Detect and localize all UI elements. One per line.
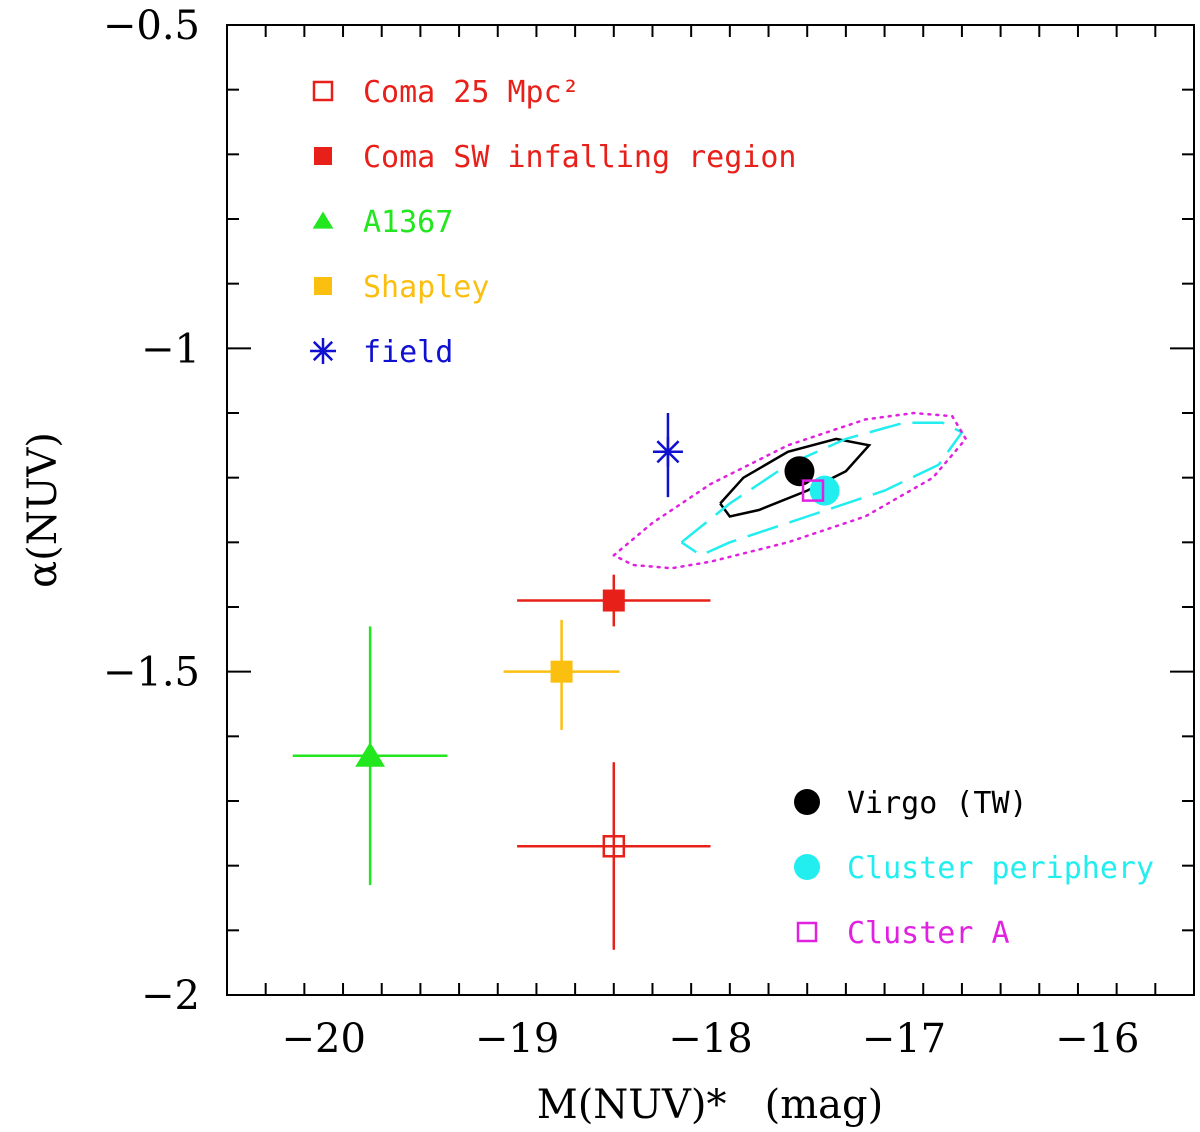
data-series [292,413,840,950]
x-tick-label: −17 [862,1016,946,1062]
legend-marker [794,854,820,880]
legend-marker [312,80,334,102]
legend-entry: Cluster A [796,916,1010,951]
contour-cluster-a [612,411,968,570]
legend-entry: Shapley [314,270,489,305]
y-tick-label: −1 [141,326,200,372]
data-point [355,742,386,767]
legend: Coma 25 Mpc² Coma SW infalling region A136… [310,75,1154,951]
data-point [550,660,573,683]
data-point [652,436,683,467]
y-tick-label: −2 [141,973,200,1019]
data-point [602,835,626,858]
axes: −20 −19 −18 −17 −16 −2 −1.5 −1 −0.5 [103,3,1195,1062]
x-axis-title: M(NUV)* (mag) [537,1082,884,1128]
x-tick-label: −20 [281,1016,365,1062]
legend-marker [796,921,818,943]
legend-entry: field [310,335,453,370]
legend-label: Coma SW infalling region [363,140,796,175]
confidence-contours [612,411,968,570]
legend-label: Cluster A [847,916,1010,951]
series-cluster-a [801,479,825,502]
data-point [784,456,815,487]
y-axis-title: α(NUV) [20,432,66,588]
data-point [801,479,825,502]
legend-marker [310,338,336,364]
x-tick-label: −16 [1055,1016,1139,1062]
data-point [602,589,625,612]
legend-label: A1367 [363,205,453,240]
legend-marker [312,211,334,229]
y-tick-label: −1.5 [103,650,200,696]
x-tick-label: −18 [668,1016,752,1062]
legend-entry: Coma SW infalling region [314,140,796,175]
series-field [652,413,683,498]
legend-label: field [363,335,453,370]
legend-entry: Virgo (TW) [794,786,1028,821]
asterisk-stroke [312,340,334,362]
legend-label: Coma 25 Mpc² [363,75,580,110]
contour-virgo-tw- [719,437,872,518]
data-point [809,475,840,506]
series-shapley [503,619,620,730]
plot-frame [226,24,1195,996]
legend-marker [314,277,332,295]
series-coma-25-mpc [517,762,711,950]
x-tick-label: −19 [475,1016,559,1062]
legend-label: Cluster periphery [847,851,1154,886]
series-coma-sw-infalling-region [517,574,711,627]
series-virgo-tw [784,456,815,487]
asterisk-stroke [656,440,680,464]
legend-entry: Cluster periphery [794,851,1154,886]
legend-entry: Coma 25 Mpc² [312,75,580,110]
legend-label: Shapley [363,270,489,305]
y-tick-label: −0.5 [103,3,200,49]
series-cluster-periphery [809,475,840,506]
legend-marker [794,789,820,815]
legend-marker [314,147,332,165]
legend-entry: A1367 [312,205,453,240]
legend-label: Virgo (TW) [847,786,1028,821]
series-a1367 [292,626,448,886]
